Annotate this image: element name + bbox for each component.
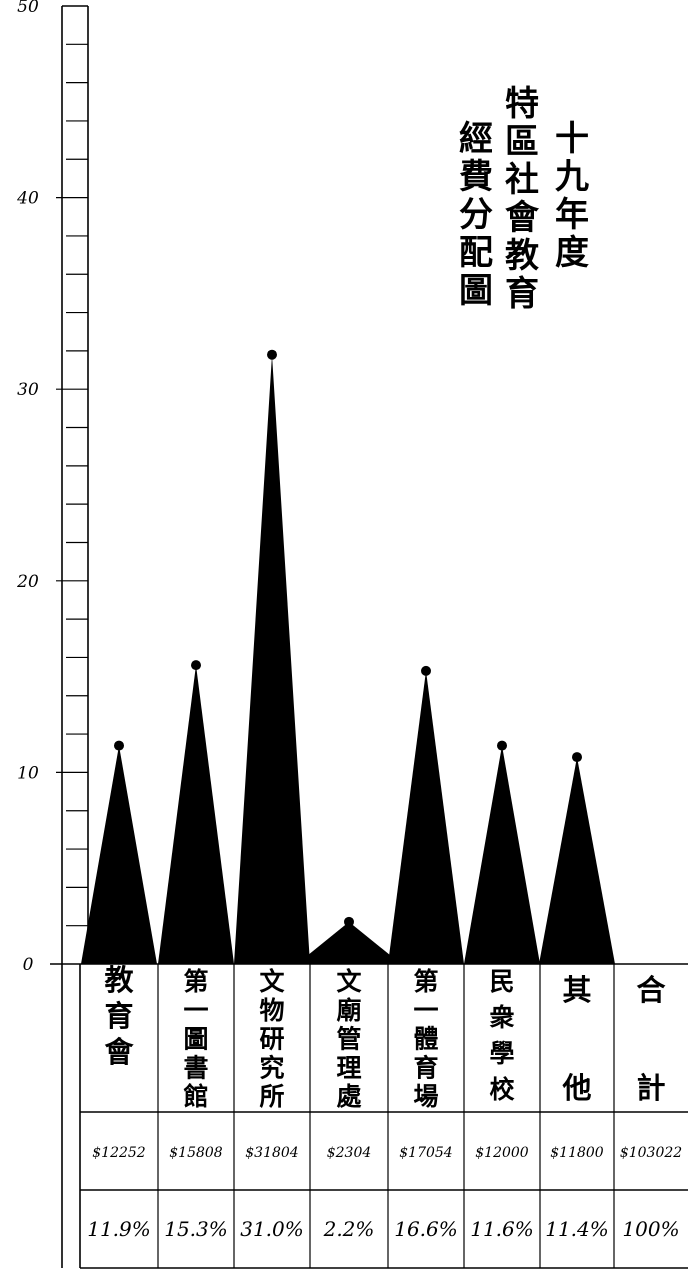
peak-shape <box>234 355 310 964</box>
y-tick-label: 40 <box>16 189 39 209</box>
peak-dot <box>497 741 507 751</box>
y-tick-label: 0 <box>23 955 34 975</box>
percentage-label: 11.9% <box>87 1217 151 1241</box>
category-label: 民衆學校 <box>489 967 515 1104</box>
peak-shape <box>158 665 234 964</box>
y-tick-label: 50 <box>17 0 39 17</box>
amount-labels: $12252 $15808 $31804 $2304 $17054 $12000 $1180… <box>92 1145 682 1161</box>
category-label: 文物研究所 <box>259 967 285 1111</box>
amount-label: $103022 <box>620 1145 682 1161</box>
peak-0 <box>81 741 157 964</box>
peak-shape <box>388 671 464 964</box>
percentage-label: 11.6% <box>470 1217 534 1241</box>
percentage-label: 11.4% <box>545 1217 609 1241</box>
peak-dot <box>572 752 582 762</box>
amount-label: $12000 <box>475 1145 529 1161</box>
peak-shape <box>539 757 615 964</box>
amount-label: $31804 <box>245 1145 298 1161</box>
category-label: 其他 <box>561 973 591 1105</box>
peak-shape <box>297 922 401 964</box>
peak-shape <box>464 746 540 964</box>
amount-label: $17054 <box>399 1145 452 1161</box>
y-tick-labels: 0 10 20 30 40 50 <box>16 0 39 975</box>
peak-4 <box>388 666 464 964</box>
y-tick-label: 20 <box>16 572 39 592</box>
axis-frame <box>50 6 688 1268</box>
amount-label: $11800 <box>550 1145 604 1161</box>
percentage-label: 16.6% <box>394 1217 458 1241</box>
y-tick-label: 30 <box>17 380 39 400</box>
peak-6 <box>539 752 615 964</box>
title-line-1: 特區社會教育 <box>505 84 540 314</box>
amount-label: $12252 <box>92 1145 146 1161</box>
amount-label: $2304 <box>327 1145 372 1161</box>
percentage-label: 100% <box>622 1217 679 1241</box>
percentage-label: 2.2% <box>323 1217 375 1241</box>
category-label: 文廟管理處 <box>336 967 362 1111</box>
peak-dot <box>421 666 431 676</box>
peak-dot <box>191 660 201 670</box>
percentage-labels: 11.9% 15.3% 31.0% 2.2% 16.6% 11.6% 11.4% 100% <box>87 1217 679 1241</box>
peak-shape <box>81 746 157 964</box>
peak-dot <box>267 350 277 360</box>
percentage-label: 31.0% <box>240 1217 304 1241</box>
category-label: 合計 <box>636 973 665 1105</box>
category-label: 第一體育場 <box>413 967 438 1111</box>
category-label: 第一圖書館 <box>183 967 208 1111</box>
peak-3 <box>297 917 401 964</box>
y-tick-label: 10 <box>17 763 39 783</box>
peak-2 <box>234 350 310 964</box>
category-label: 教育會 <box>104 963 134 1069</box>
peak-1 <box>158 660 234 964</box>
title-line-0: 十九年度 <box>555 119 589 273</box>
title-line-2: 經費分配圖 <box>459 119 493 311</box>
peak-dot <box>344 917 354 927</box>
peaks <box>81 350 615 964</box>
peak-dot <box>114 741 124 751</box>
amount-label: $15808 <box>169 1145 223 1161</box>
peak-5 <box>464 741 540 964</box>
percentage-label: 15.3% <box>164 1217 228 1241</box>
y-minor-ticks <box>56 44 88 925</box>
